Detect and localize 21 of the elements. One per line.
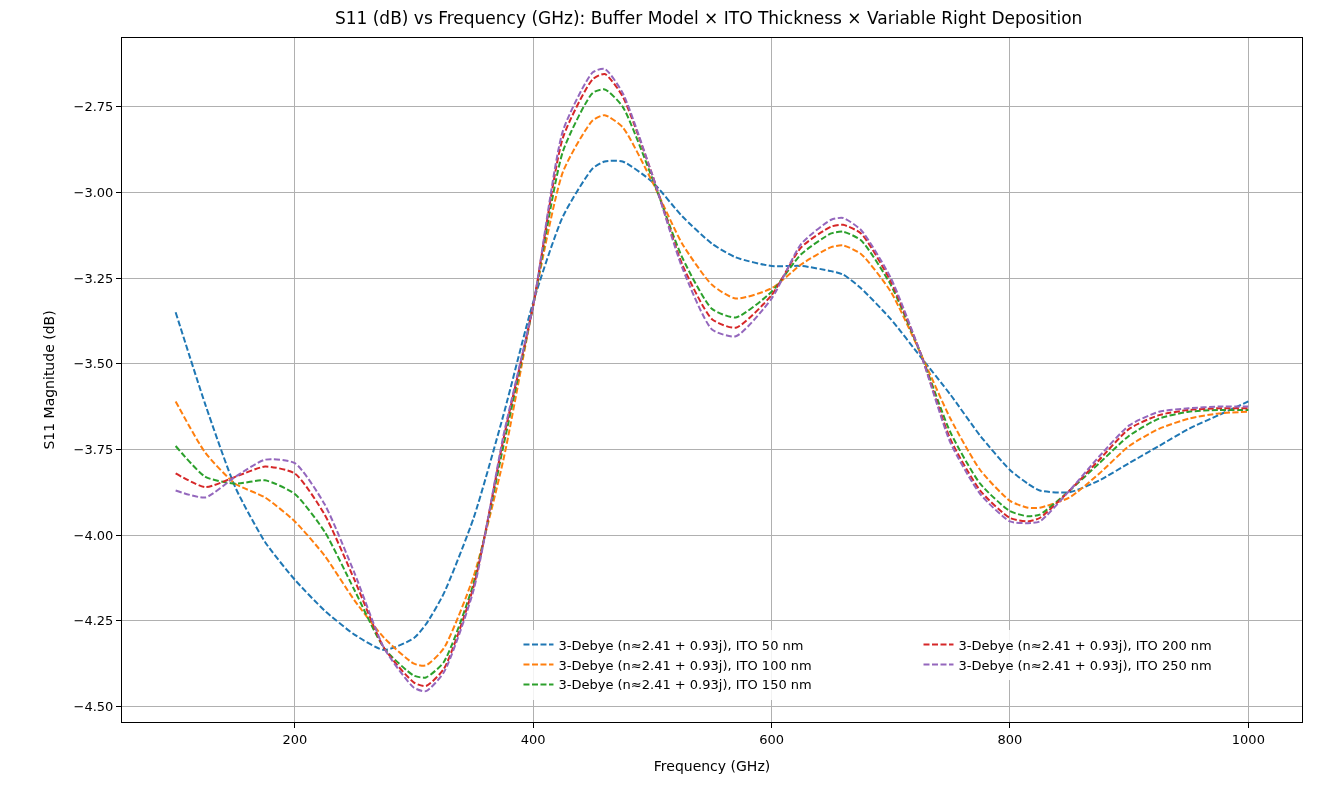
x-tick-label: 400 xyxy=(520,731,546,747)
x-axis-title: Frequency (GHz) xyxy=(653,757,771,774)
y-tick-label: −4.50 xyxy=(73,699,114,715)
y-tick-label: −4.25 xyxy=(73,613,114,629)
legend-label: 3-Debye (n≈2.41 + 0.93j), ITO 250 nm xyxy=(958,657,1212,673)
legend-label: 3-Debye (n≈2.41 + 0.93j), ITO 50 nm xyxy=(558,637,804,653)
x-tick-label: 1000 xyxy=(1231,731,1265,747)
x-tick-label: 600 xyxy=(759,731,785,747)
y-tick-label: −4.00 xyxy=(73,527,114,543)
y-tick-label: −3.50 xyxy=(73,356,114,372)
y-tick-label: −2.75 xyxy=(73,99,114,115)
chart-title: S11 (dB) vs Frequency (GHz): Buffer Model × ITO Thickness × Variable Right Deposition xyxy=(334,7,1083,28)
legend-label: 3-Debye (n≈2.41 + 0.93j), ITO 100 nm xyxy=(558,657,812,673)
x-tick-label: 200 xyxy=(282,731,308,747)
y-axis-title: S11 Magnitude (dB) xyxy=(41,310,58,450)
legend-label: 3-Debye (n≈2.41 + 0.93j), ITO 150 nm xyxy=(558,677,812,693)
y-tick-label: −3.00 xyxy=(73,184,114,200)
x-tick-label: 800 xyxy=(997,731,1023,747)
legend-label: 3-Debye (n≈2.41 + 0.93j), ITO 200 nm xyxy=(958,637,1212,653)
y-tick-label: −3.25 xyxy=(73,270,114,286)
y-tick-label: −3.75 xyxy=(73,441,114,457)
